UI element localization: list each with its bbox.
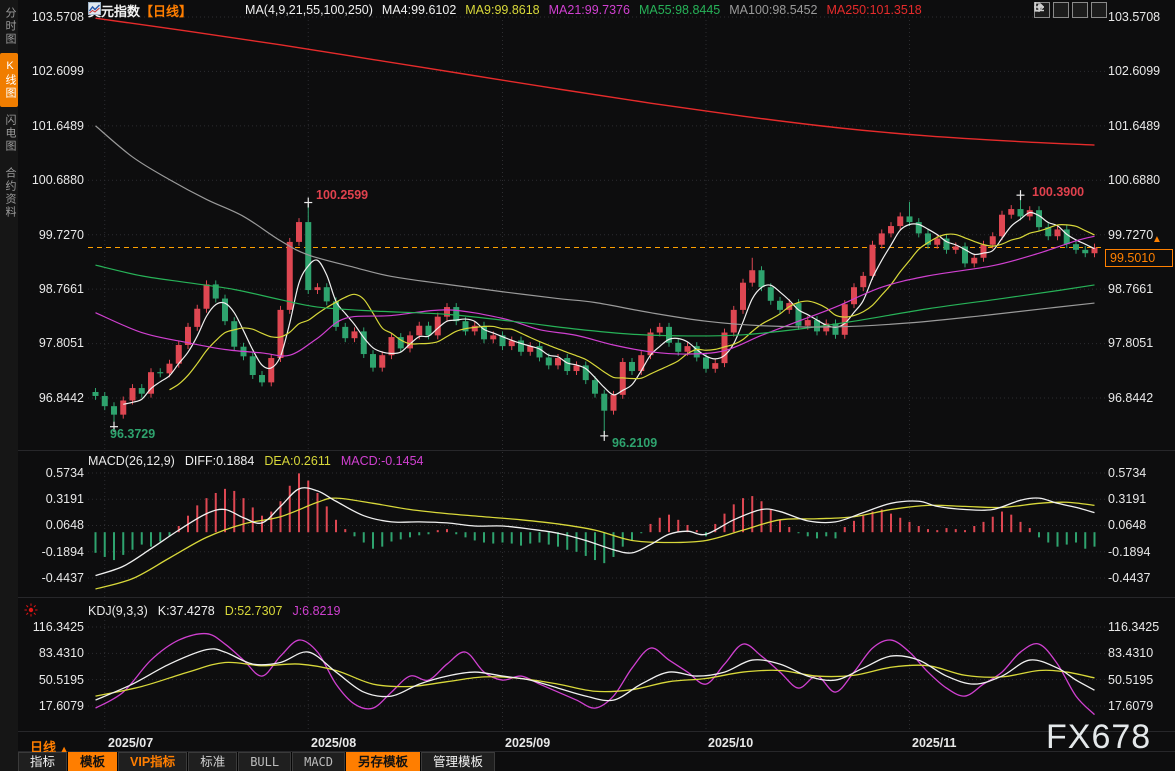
low-price-annotation: 96.3729 [110, 427, 156, 441]
price-axis-label: 100.6880 [31, 173, 84, 187]
ma250-value: MA250:101.3518 [826, 3, 922, 17]
instrument-name: 美元指数 [88, 3, 141, 19]
ma21-value: MA21:99.7376 [548, 3, 630, 17]
chart-header: 美元指数【日线】 MA(4,9,21,55,100,250) MA4:99.61… [88, 1, 922, 20]
price-axis-label: 102.6099 [1108, 64, 1161, 78]
indicator-tab-bar: 指标 模板 VIP指标 标准 BULL MACD 另存模板 管理模板 [18, 752, 496, 771]
high-price-annotation: 100.2599 [316, 188, 369, 202]
ma-group-label: MA(4,9,21,55,100,250) [245, 3, 373, 17]
macd-axis-label: 0.0648 [1108, 518, 1147, 532]
macd-axis-label: -0.1894 [1108, 545, 1151, 559]
kdj-axis-label: 83.4310 [38, 646, 84, 660]
macd-axis-label: -0.4437 [41, 571, 84, 585]
price-axis-label: 101.6489 [31, 119, 84, 133]
macd-diff-value: DIFF:0.1884 [184, 454, 255, 468]
pane-exit-icon[interactable] [1034, 2, 1107, 18]
x-axis-month: 2025/07 [108, 736, 154, 750]
price-axis-label: 96.8442 [1108, 391, 1154, 405]
macd-axis-label: 0.5734 [1108, 466, 1147, 480]
kdj-axis-label: 50.5195 [1108, 673, 1154, 687]
macd-dea-value: DEA:0.2611 [264, 454, 331, 468]
price-axis-label: 100.6880 [1108, 173, 1161, 187]
ma55-value: MA55:98.8445 [638, 3, 721, 17]
fx678-watermark: FX678 [1046, 718, 1152, 756]
kdj-axis-label: 50.5195 [38, 673, 84, 687]
macd-header: MACD(26,12,9) DIFF:0.1884 DEA:0.2611 MAC… [88, 454, 424, 468]
x-axis-month: 2025/08 [311, 736, 357, 750]
price-axis-label: 99.7270 [38, 228, 84, 242]
kdj-k-value: K:37.4278 [157, 604, 215, 618]
x-axis-month: 2025/11 [912, 736, 957, 750]
kdj-axis-label: 116.3425 [32, 620, 84, 634]
tab-template[interactable]: 模板 [68, 752, 118, 771]
axis-scale-left-icon[interactable] [1034, 2, 1069, 18]
instrument-title: 美元指数【日线】 [88, 1, 192, 20]
chart-toolbar [1034, 2, 1107, 18]
macd-axis-label: 0.5734 [45, 466, 84, 480]
price-axis-label: 97.8051 [38, 336, 84, 350]
tab-macd[interactable]: MACD [292, 752, 346, 771]
price-axis-label: 103.5708 [1108, 10, 1161, 24]
macd-macd-value: MACD:-0.1454 [340, 454, 424, 468]
x-axis-month: 2025/09 [505, 736, 551, 750]
kdj-axis-label: 17.6079 [38, 699, 84, 713]
tab-standard[interactable]: 标准 [188, 752, 238, 771]
kdj-axis-label: 83.4310 [1108, 646, 1154, 660]
low-price-annotation: 96.2109 [612, 436, 658, 450]
macd-axis-label: -0.4437 [1108, 571, 1151, 585]
sidebar-item-timeshare[interactable]: 分时图 [4, 7, 16, 46]
sidebar-item-kline[interactable]: K线图 [0, 53, 18, 107]
price-axis-label: 99.7270 [1108, 228, 1154, 242]
kdj-d-value: D:52.7307 [224, 604, 283, 618]
tab-indicator[interactable]: 指标 [18, 752, 68, 771]
tab-manage-template[interactable]: 管理模板 [421, 752, 496, 771]
kdj-j-value: J:6.8219 [292, 604, 341, 618]
axis-scale-right-icon[interactable] [1034, 2, 1088, 18]
x-axis-month: 2025/10 [708, 736, 754, 750]
price-axis-label: 97.8051 [1108, 336, 1154, 350]
price-axis-label: 103.5708 [31, 10, 84, 24]
tab-bull[interactable]: BULL [238, 752, 292, 771]
ma4-value: MA4:99.6102 [381, 3, 457, 17]
kdj-axis-label: 116.3425 [1108, 620, 1160, 634]
macd-axis-label: 0.3191 [1108, 492, 1147, 506]
kdj-header: KDJ(9,3,3) K:37.4278 D:52.7307 J:6.8219 [88, 604, 340, 618]
tab-save-template[interactable]: 另存模板 [346, 752, 421, 771]
price-axis-label: 96.8442 [38, 391, 84, 405]
ma100-value: MA100:98.5452 [729, 3, 818, 17]
ma9-value: MA9:99.8618 [465, 3, 540, 17]
macd-axis-label: 0.0648 [45, 518, 84, 532]
price-axis-label: 102.6099 [31, 64, 84, 78]
sidebar-item-contract-info[interactable]: 合约资料 [4, 167, 16, 219]
period-selector[interactable]: 日线 ▲ [30, 740, 69, 755]
kdj-axis-label: 17.6079 [1108, 699, 1154, 713]
mini-chart-icon[interactable] [88, 2, 236, 17]
current-price-box: 99.5010 [1105, 249, 1173, 267]
macd-axis-label: -0.1894 [41, 545, 84, 559]
period-dropdown-arrow-icon: ▲ [59, 744, 69, 754]
circle-plus-icon[interactable] [88, 2, 214, 17]
high-price-annotation: 100.3900 [1032, 185, 1085, 199]
price-axis-label: 98.7661 [1108, 282, 1154, 296]
period-tag: 【日线】 [140, 3, 193, 19]
sidebar-item-lightning[interactable]: 闪电图 [4, 114, 16, 153]
chart-type-sidebar: 分时图 K线图 闪电图 合约资料 [0, 0, 18, 771]
price-up-arrow-icon: ▲ [1152, 234, 1162, 245]
price-axis-label: 101.6489 [1108, 119, 1161, 133]
macd-name: MACD(26,12,9) [88, 454, 175, 468]
tab-vip-indicator[interactable]: VIP指标 [118, 752, 188, 771]
macd-axis-label: 0.3191 [45, 492, 84, 506]
kdj-name: KDJ(9,3,3) [88, 604, 148, 618]
price-axis-label: 98.7661 [38, 282, 84, 296]
